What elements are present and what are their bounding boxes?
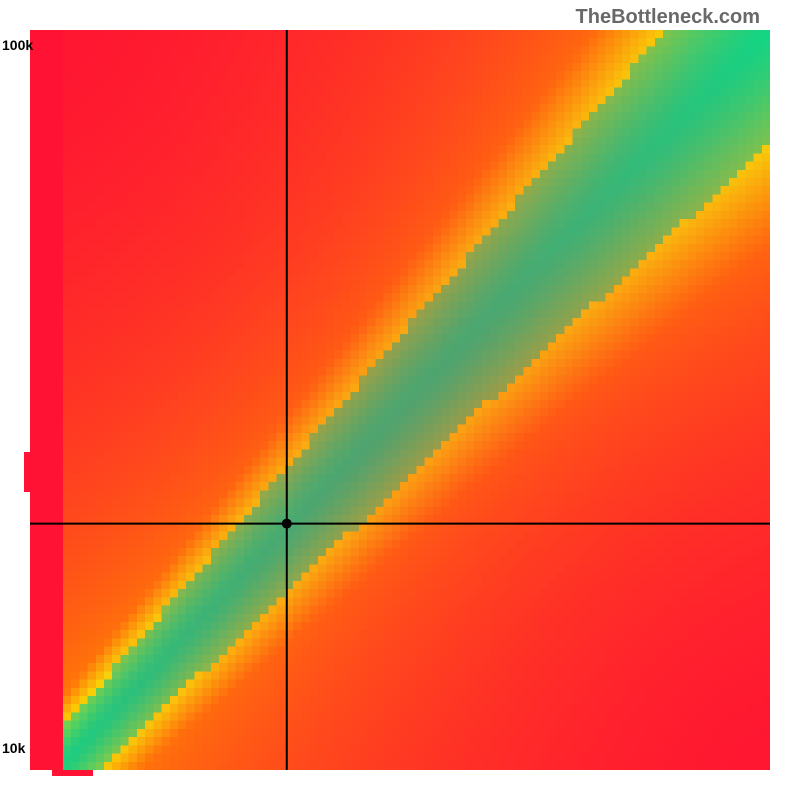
y-axis-red-tick bbox=[24, 452, 30, 493]
heatmap-canvas bbox=[30, 30, 770, 770]
y-axis-label-bottom: 10k bbox=[2, 740, 25, 756]
watermark-text: TheBottleneck.com bbox=[576, 6, 760, 29]
heatmap-chart bbox=[30, 30, 770, 770]
y-axis-label-top: 100k bbox=[2, 37, 33, 53]
x-axis-red-tick bbox=[52, 770, 93, 776]
